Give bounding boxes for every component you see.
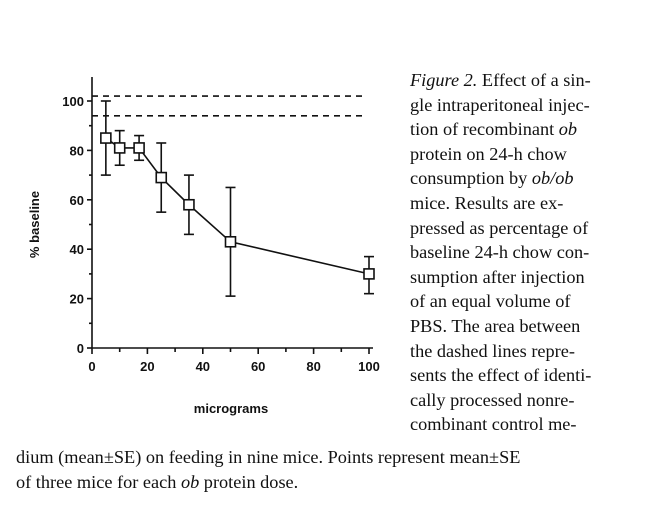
caption-text: gle intraperitoneal injec- (410, 94, 590, 115)
caption-text: Effect of a sin- (477, 70, 591, 90)
series-line (105, 137, 370, 275)
y-tick-label: 40 (70, 242, 84, 257)
caption-text: cally processed nonre- (410, 389, 575, 410)
caption-text: sumption after injection (410, 266, 585, 287)
figure-caption-right: Figure 2. Effect of a sin-gle intraperit… (410, 68, 660, 437)
caption-text: consumption by (410, 168, 532, 189)
caption-text: tion of recombinant (410, 119, 559, 140)
italic-text: Figure 2. (410, 70, 478, 90)
right-line: mice. Results are ex- (410, 191, 660, 216)
right-line: gle intraperitoneal injec- (410, 93, 660, 118)
x-tick-label: 100 (358, 359, 380, 374)
caption-text: baseline 24-h chow con- (410, 242, 590, 263)
right-line: Figure 2. Effect of a sin- (410, 68, 660, 93)
y-tick-label: 80 (70, 143, 84, 158)
y-tick-label: 0 (77, 341, 84, 356)
caption-text: combinant control me- (410, 414, 577, 435)
caption-text: mice. Results are ex- (410, 192, 564, 213)
data-point-marker (224, 235, 237, 248)
x-tick-label: 60 (251, 359, 265, 374)
caption-text: of three mice for each (16, 471, 181, 492)
italic-text: ob/ob (531, 168, 574, 189)
y-axis-label: % baseline (27, 191, 42, 258)
y-tick-label: 20 (70, 292, 84, 307)
caption-text: the dashed lines repre- (410, 340, 575, 361)
bottom-line: dium (mean±SE) on feeding in nine mice. … (16, 445, 656, 470)
data-point-marker (363, 268, 375, 280)
right-line: cally processed nonre- (410, 388, 660, 413)
data-point-marker (100, 132, 112, 144)
data-point-marker (155, 171, 168, 184)
x-tick-label: 80 (306, 359, 320, 374)
italic-text: ob (180, 471, 200, 492)
x-tick-label: 20 (140, 359, 154, 374)
right-line: pressed as percentage of (410, 216, 660, 241)
y-tick-label: 60 (70, 193, 84, 208)
right-line: of an equal volume of (410, 289, 660, 314)
figure-caption-bottom: dium (mean±SE) on feeding in nine mice. … (16, 445, 656, 494)
right-line: combinant control me- (410, 412, 660, 437)
caption-text: of an equal volume of (410, 291, 571, 312)
y-tick-label: 100 (62, 94, 84, 109)
right-line: PBS. The area between (410, 314, 660, 339)
chart: 0 20 40 60 80 100 0 20 40 60 80 100 micrograms % base… (27, 77, 380, 416)
data-point-marker (133, 142, 145, 154)
caption-text: protein on 24-h chow (410, 143, 567, 164)
right-line: sumption after injection (410, 265, 660, 290)
x-tick-label: 40 (196, 359, 210, 374)
right-line: tion of recombinant ob (410, 117, 660, 142)
caption-text: dium (mean±SE) on feeding in nine mice. … (16, 447, 521, 467)
caption-text: pressed as percentage of (410, 217, 589, 238)
right-line: the dashed lines repre- (410, 339, 660, 364)
right-line: sents the effect of identi- (410, 363, 660, 388)
data-point-marker (113, 142, 126, 154)
right-line: baseline 24-h chow con- (410, 240, 660, 265)
right-line: consumption by ob/ob (410, 166, 660, 191)
caption-text: protein dose. (199, 471, 299, 492)
italic-text: ob (558, 119, 578, 140)
right-line: protein on 24-h chow (410, 142, 660, 167)
x-axis-label: micrograms (194, 401, 268, 416)
caption-text: sents the effect of identi- (410, 365, 592, 386)
x-tick-label: 0 (88, 359, 95, 374)
caption-text: PBS. The area between (410, 315, 581, 336)
data-point-marker (183, 198, 195, 211)
bottom-line: of three mice for each ob protein dose. (16, 470, 656, 495)
